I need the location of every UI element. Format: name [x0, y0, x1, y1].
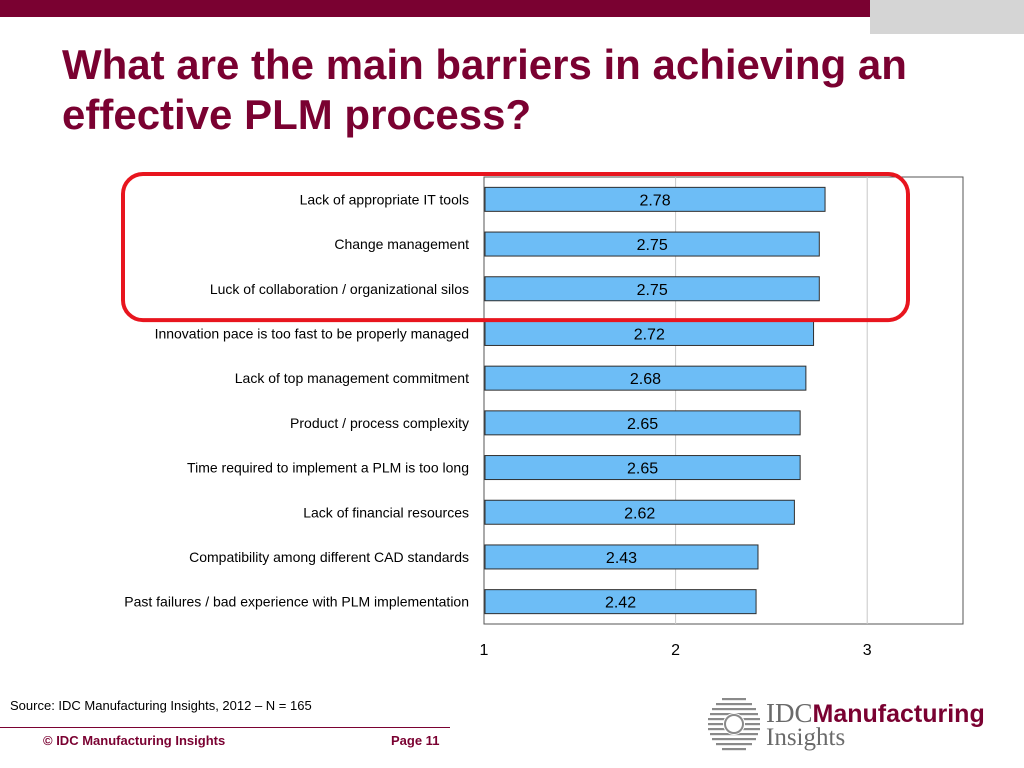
bar	[484, 499, 795, 525]
bar-value-label: 2.65	[627, 461, 658, 478]
bar	[484, 276, 820, 302]
category-label: Lack of appropriate IT tools	[300, 191, 469, 207]
logo-insights-text: Insights	[766, 724, 846, 751]
logo-idc-text: IDC	[766, 698, 813, 728]
bar-value-label: 2.42	[605, 595, 636, 612]
category-label: Lack of top management commitment	[235, 370, 469, 386]
top-brand-bar	[0, 0, 870, 17]
globe-icon	[708, 698, 760, 751]
slide-title-line-1: What are the main barriers in achieving …	[62, 41, 907, 88]
x-tick-label: 3	[863, 642, 872, 659]
x-tick-label: 1	[480, 642, 489, 659]
bar-value-label: 2.62	[624, 505, 655, 522]
category-label: Compatibility among different CAD standa…	[189, 549, 469, 565]
highlight-box	[121, 172, 910, 323]
bar	[484, 589, 757, 615]
bar-value-label: 2.68	[630, 371, 661, 388]
footer-divider	[0, 727, 450, 728]
footer-page-number: Page 11	[391, 733, 440, 748]
category-label: Luck of collaboration / organizational s…	[210, 281, 469, 297]
bar-value-label: 2.75	[637, 237, 668, 254]
category-label: Change management	[334, 236, 469, 252]
x-tick-label: 2	[671, 642, 680, 659]
bar-value-label: 2.65	[627, 416, 658, 433]
bar	[484, 186, 826, 212]
bar	[484, 365, 807, 391]
bar-value-label: 2.43	[606, 550, 637, 567]
logo-manufacturing-text: Manufacturing	[812, 700, 985, 728]
bar	[484, 320, 815, 346]
slide-title-line-2: effective PLM process?	[62, 91, 532, 138]
category-label: Past failures / bad experience with PLM …	[124, 594, 469, 610]
category-label: Time required to implement a PLM is too …	[187, 460, 469, 476]
idc-logo: IDCManufacturing Insights	[706, 696, 996, 756]
logo-wordmark: IDCManufacturing	[766, 698, 985, 729]
category-label: Innovation pace is too fast to be proper…	[155, 325, 469, 341]
top-gray-block	[870, 0, 1024, 34]
bar-value-label: 2.72	[634, 326, 665, 343]
bar-value-label: 2.78	[639, 192, 670, 209]
category-label: Product / process complexity	[290, 415, 469, 431]
category-label: Lack of financial resources	[303, 504, 469, 520]
bar-chart: 1 2 3 2.78 Lack of appropriate IT tools 2.75 C…	[121, 172, 964, 659]
bar	[484, 231, 820, 257]
bar	[484, 544, 759, 570]
slide-title: What are the main barriers in achieving …	[62, 40, 1002, 140]
bar	[484, 410, 801, 436]
source-note: Source: IDC Manufacturing Insights, 2012…	[10, 698, 312, 713]
bar	[484, 455, 801, 481]
bar-value-label: 2.75	[637, 282, 668, 299]
footer-copyright: © IDC Manufacturing Insights	[43, 733, 226, 748]
